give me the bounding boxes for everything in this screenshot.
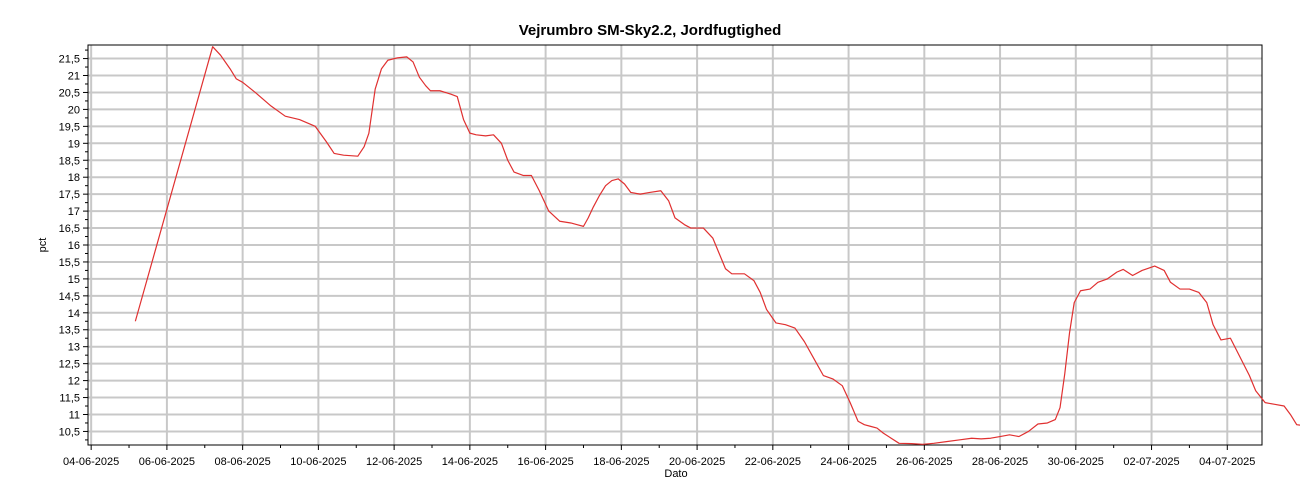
x-tick-label: 06-06-2025 [139, 456, 195, 468]
y-tick-label: 19,5 [59, 121, 80, 133]
x-tick-label: 18-06-2025 [593, 456, 649, 468]
chart-title: Vejrumbro SM-Sky2.2, Jordfugtighed [519, 22, 782, 39]
y-tick-label: 14,5 [59, 291, 80, 303]
x-tick-label: 10-06-2025 [290, 456, 346, 468]
y-tick-label: 13 [68, 342, 80, 354]
x-tick-label: 04-07-2025 [1199, 456, 1255, 468]
x-tick-label: 14-06-2025 [442, 456, 498, 468]
y-axis-label: pct [37, 238, 49, 253]
grid [88, 45, 1262, 445]
x-axis-label: Dato [664, 468, 687, 480]
x-tick-label: 04-06-2025 [63, 456, 119, 468]
y-tick-label: 10,5 [59, 426, 80, 438]
y-tick-label: 18,5 [59, 155, 80, 167]
plot-lines [134, 46, 1300, 445]
y-tick-label: 21 [68, 71, 80, 83]
y-tick-label: 16 [68, 240, 80, 252]
y-tick-label: 15 [68, 274, 80, 286]
x-tick-label: 12-06-2025 [366, 456, 422, 468]
x-tick-label: 28-06-2025 [972, 456, 1028, 468]
y-tick-label: 17,5 [59, 189, 80, 201]
x-tick-label: 16-06-2025 [517, 456, 573, 468]
y-tick-label: 18 [68, 172, 80, 184]
y-tick-label: 20 [68, 104, 80, 116]
x-tick-label: 30-06-2025 [1048, 456, 1104, 468]
x-tick-label: 24-06-2025 [820, 456, 876, 468]
axes: 04-06-2025 06-06-2025 08-06-2025 10-06-2025… [59, 49, 1255, 468]
series-line-0 [134, 46, 1300, 445]
y-tick-label: 11,5 [59, 393, 80, 405]
y-tick-label: 12,5 [59, 359, 80, 371]
y-tick-label: 21,5 [59, 54, 80, 66]
y-tick-label: 16,5 [59, 223, 80, 235]
y-tick-label: 17 [68, 206, 80, 218]
y-tick-label: 14 [68, 308, 80, 320]
x-tick-label: 20-06-2025 [669, 456, 725, 468]
y-tick-label: 20,5 [59, 87, 80, 99]
y-tick-label: 11 [69, 409, 80, 421]
y-tick-label: 15,5 [59, 257, 80, 269]
x-tick-label: 02-07-2025 [1123, 456, 1179, 468]
y-tick-label: 12 [68, 376, 80, 388]
y-tick-label: 19 [68, 138, 80, 150]
x-tick-label: 22-06-2025 [745, 456, 801, 468]
x-tick-label: 08-06-2025 [214, 456, 270, 468]
y-tick-label: 13,5 [59, 325, 80, 337]
x-tick-label: 26-06-2025 [896, 456, 952, 468]
